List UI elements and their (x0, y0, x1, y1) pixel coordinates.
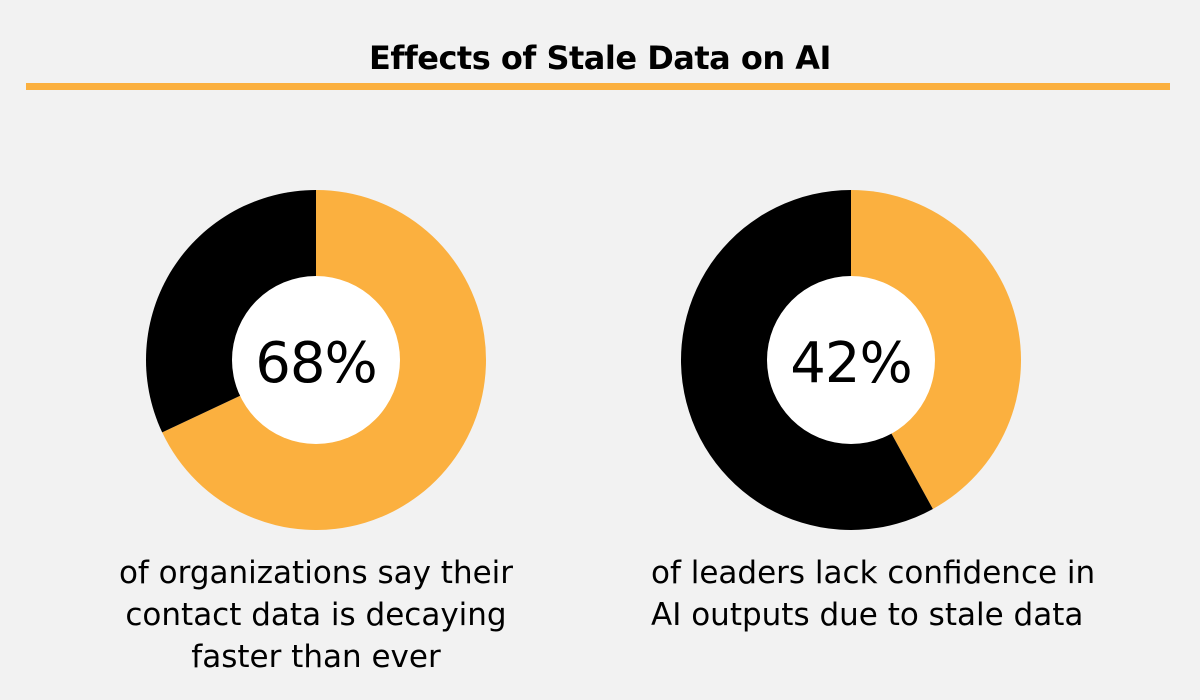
donut-panel-leaders: 42% of leaders lack confidence in AI out… (651, 190, 1096, 636)
donut-hole (232, 276, 400, 444)
donut-chart-leaders: 42% (681, 190, 1021, 530)
caption-line: AI outputs due to stale data (651, 597, 1084, 633)
donut-chart-organizations: 68% (146, 190, 486, 530)
donut-center-label: 68% (255, 331, 376, 396)
title-divider (26, 83, 1170, 90)
caption-line: of leaders lack confidence in (651, 555, 1096, 591)
donut-panel-organizations: 68% of organizations say their contact d… (116, 190, 516, 678)
caption-organizations: of organizations say their contact data … (116, 552, 516, 678)
caption-leaders: of leaders lack confidence in AI outputs… (651, 552, 1096, 636)
donut-hole (767, 276, 935, 444)
caption-line: faster than ever (191, 639, 441, 675)
page-title: Effects of Stale Data on AI (369, 39, 831, 77)
donut-center-label: 42% (790, 331, 911, 396)
caption-line: contact data is decaying (125, 597, 507, 633)
caption-line: of organizations say their (118, 555, 514, 591)
